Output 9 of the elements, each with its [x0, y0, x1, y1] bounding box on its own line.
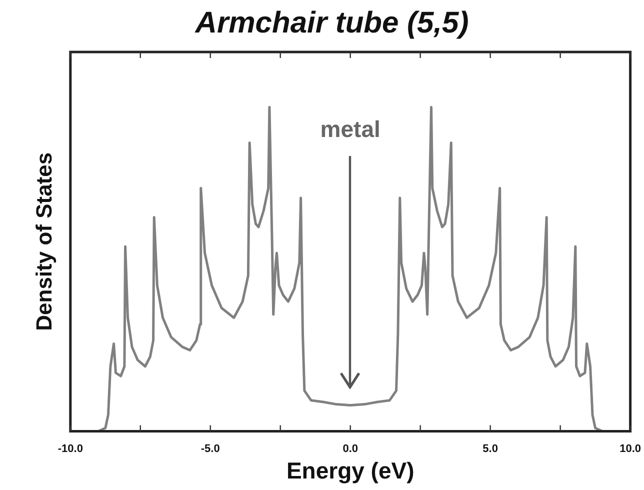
- x-tick-label: -10.0: [58, 442, 83, 455]
- x-axis-title: Energy (eV): [286, 458, 414, 484]
- annotation: metal: [320, 116, 380, 142]
- x-tick-label: 0.0: [342, 442, 358, 455]
- chart-title: Armchair tube (5,5): [194, 6, 469, 40]
- x-tick-label: 5.0: [482, 442, 498, 455]
- x-tick-label: -5.0: [200, 442, 220, 455]
- y-axis-title: Density of States: [31, 152, 56, 331]
- x-tick-label: 10.0: [620, 442, 642, 455]
